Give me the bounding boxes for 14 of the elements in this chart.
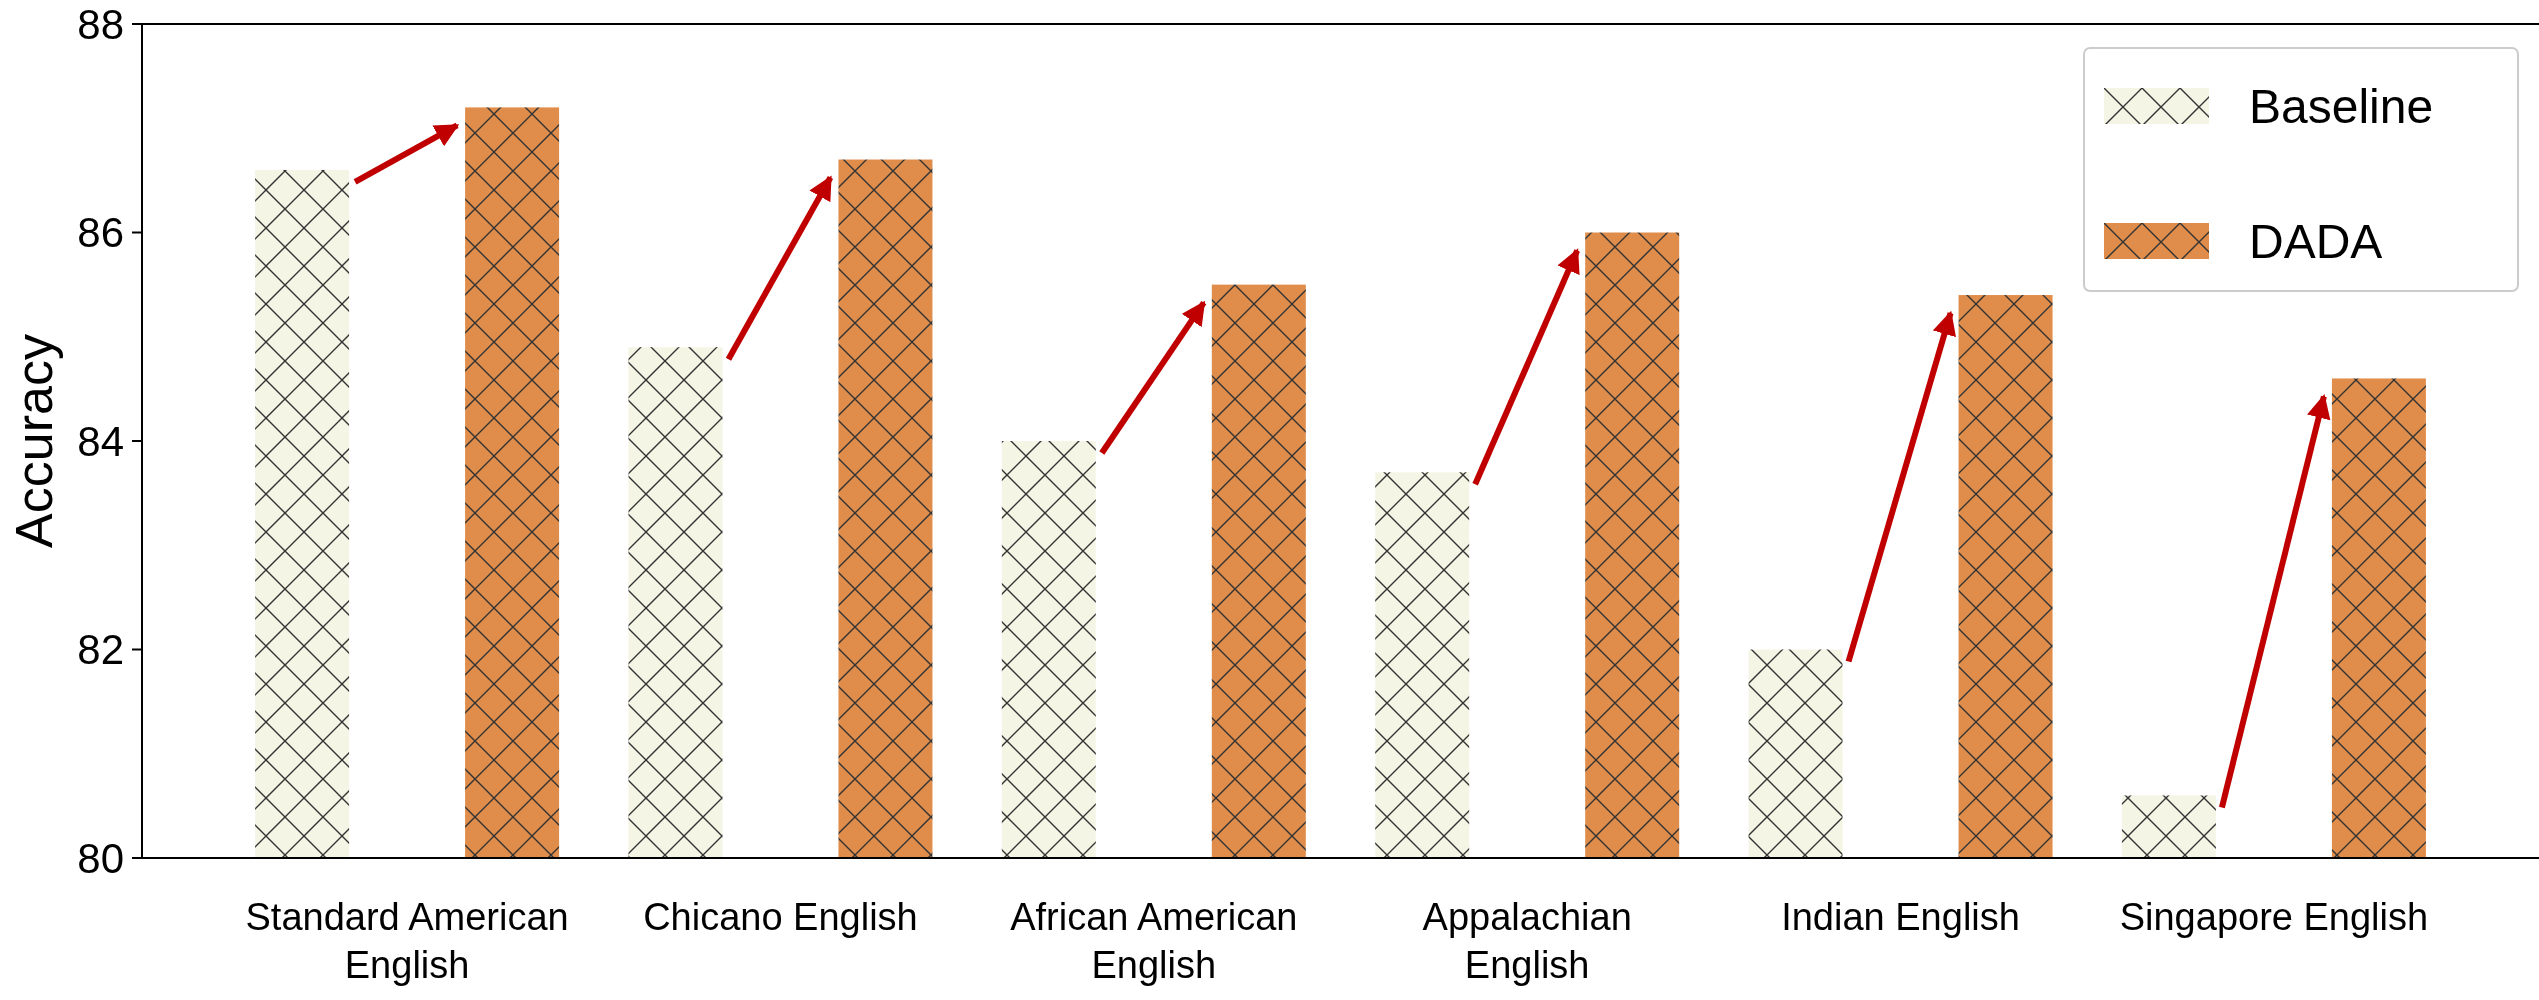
y-tick-label: 84 [77, 417, 124, 465]
y-tick-label: 88 [77, 0, 124, 48]
x-tick-label: African American English [1010, 896, 1298, 986]
y-axis-title: Accuracy [5, 334, 63, 548]
x-tick-label: Chicano English [643, 896, 918, 938]
x-tick-label: Singapore English [2119, 896, 2429, 938]
y-tick-label: 80 [77, 834, 124, 882]
legend-label: Baseline [2249, 79, 2434, 133]
x-tick-label: Standard American English [245, 896, 569, 986]
x-tick-label: Indian English [1781, 896, 2020, 938]
x-tick-label: Appalachian English [1422, 896, 1632, 986]
y-tick-label: 86 [77, 209, 124, 257]
legend-label: DADA [2249, 214, 2383, 268]
y-tick-label: 82 [77, 626, 124, 674]
